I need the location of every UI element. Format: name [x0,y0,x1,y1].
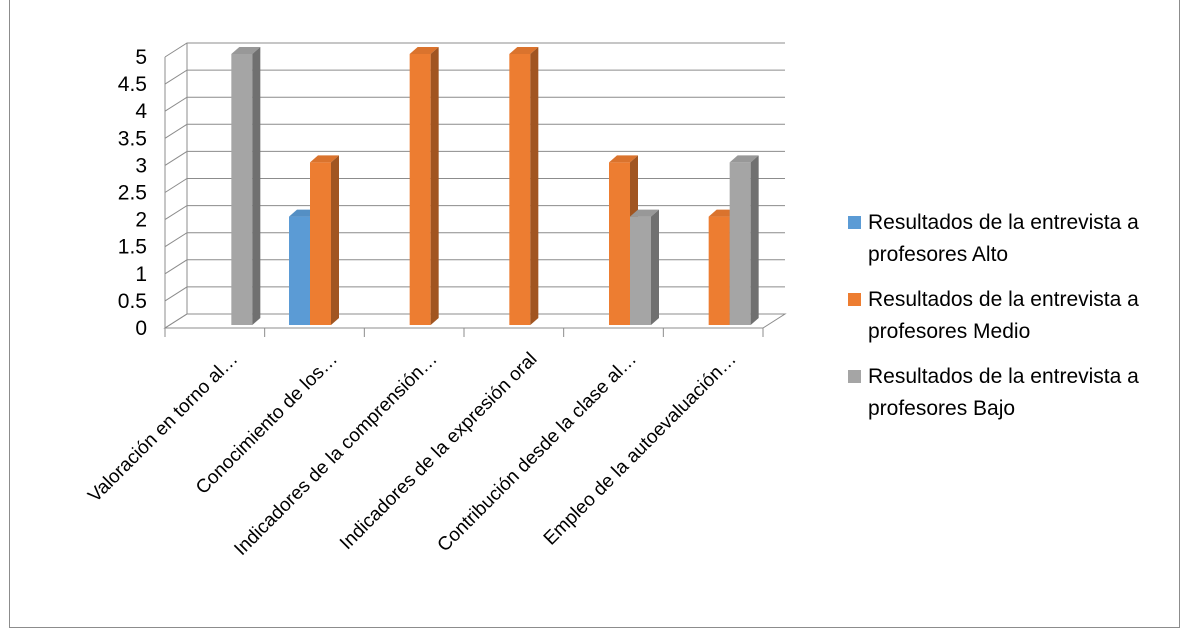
bar [231,47,261,325]
legend-swatch-bajo [848,370,861,383]
category-labels: Valoración en torno al…Conocimiento de l… [84,349,740,560]
category-label: Indicadores de la comprensión… [230,349,441,560]
legend-item-medio: Resultados de la entrevista a profesores … [848,284,1185,348]
y-tick-label: 4 [135,100,147,123]
legend-swatch-alto [848,216,861,229]
bar [630,209,659,325]
legend-item-alto: Resultados de la entrevista a profesores … [848,207,1185,271]
y-tick-label: 1.5 [118,236,147,259]
bar [509,47,539,325]
y-tick-label: 0 [135,317,147,340]
y-tick-label: 2 [135,209,147,232]
bar [729,155,759,325]
legend-item-bajo: Resultados de la entrevista a profesores … [848,361,1185,425]
y-tick-label: 5 [135,46,147,69]
y-tick-label: 4.5 [118,73,147,96]
chart-frame: 0 0.5 1 1.5 2 2.5 3 3.5 4 4.5 5 Valoración en torn… [9,0,1180,628]
y-tick-label: 2.5 [118,182,147,205]
y-tick-label: 3 [135,154,147,177]
bar-chart: 0 0.5 1 1.5 2 2.5 3 3.5 4 4.5 5 Valoración en torn… [84,42,787,560]
y-tick-labels: 0 0.5 1 1.5 2 2.5 3 3.5 4 4.5 5 [118,46,148,340]
legend-swatch-medio [848,293,861,306]
axes [163,43,787,337]
legend-label-alto: Resultados de la entrevista a profesores … [868,211,1139,266]
category-label: Contribución desde la clase al… [433,349,641,557]
legend-label-medio: Resultados de la entrevista a profesores … [868,288,1139,343]
category-label: Empleo de la autoevaluación… [540,349,741,550]
bars [231,47,759,325]
legend: Resultados de la entrevista a profesores … [848,207,1185,438]
bar [409,47,439,325]
bar [310,155,339,325]
y-tick-label: 0.5 [118,290,147,313]
category-label: Indicadores de la expresión oral [336,349,541,554]
legend-label-bajo: Resultados de la entrevista a profesores … [868,365,1139,420]
y-tick-label: 3.5 [118,127,147,150]
y-tick-label: 1 [135,263,147,286]
